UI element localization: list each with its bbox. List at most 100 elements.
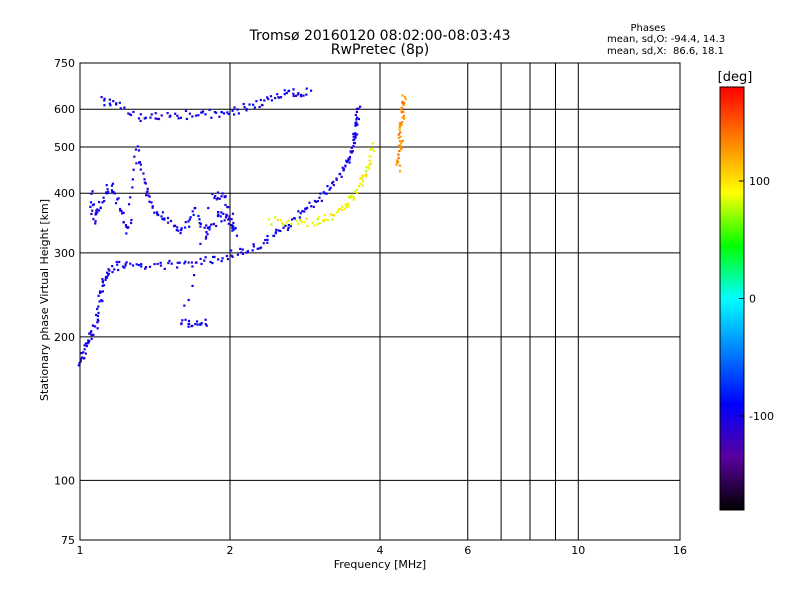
- y-tick-label: 200: [54, 331, 75, 344]
- data-point: [82, 351, 85, 354]
- data-point: [402, 110, 405, 113]
- data-point: [330, 213, 334, 217]
- data-point: [368, 155, 371, 158]
- data-point: [305, 93, 308, 96]
- data-point: [90, 334, 93, 337]
- data-point: [210, 116, 213, 119]
- data-point: [137, 161, 141, 164]
- data-point: [116, 263, 119, 266]
- data-point: [187, 325, 190, 328]
- data-point: [233, 106, 236, 109]
- y-tick-label: 500: [54, 141, 75, 154]
- data-point: [316, 200, 319, 203]
- data-point: [361, 174, 364, 177]
- data-point: [252, 243, 255, 246]
- data-point: [316, 223, 319, 226]
- data-point: [145, 191, 149, 194]
- data-point: [305, 217, 308, 220]
- data-point: [140, 265, 143, 268]
- data-point: [227, 222, 230, 225]
- data-point: [237, 112, 240, 115]
- data-point: [90, 330, 93, 333]
- data-point: [279, 229, 282, 233]
- data-point: [269, 95, 273, 98]
- data-point: [84, 352, 87, 355]
- data-point: [338, 172, 341, 176]
- data-point: [97, 209, 101, 212]
- data-point: [108, 102, 111, 105]
- data-point: [266, 235, 269, 238]
- data-point: [96, 211, 99, 214]
- data-point: [168, 259, 171, 263]
- data-point: [98, 200, 101, 204]
- data-point: [204, 113, 207, 116]
- data-point: [131, 186, 134, 189]
- data-point: [89, 331, 92, 334]
- data-point: [127, 112, 130, 115]
- data-point: [231, 212, 235, 215]
- data-point: [217, 258, 220, 261]
- data-point: [221, 192, 224, 195]
- data-point: [241, 252, 245, 256]
- data-point: [259, 246, 263, 249]
- data-point: [86, 342, 89, 345]
- data-point: [145, 194, 148, 197]
- data-point: [110, 189, 114, 192]
- data-point: [349, 194, 353, 197]
- data-point: [166, 111, 169, 115]
- y-tick-label: 400: [54, 187, 75, 200]
- data-point: [252, 103, 255, 106]
- data-point: [177, 229, 180, 232]
- data-point: [122, 211, 125, 214]
- data-point: [312, 205, 315, 208]
- data-point: [356, 123, 359, 126]
- data-point: [132, 168, 135, 171]
- data-point: [184, 318, 187, 321]
- data-point: [292, 94, 295, 98]
- data-point: [346, 202, 349, 205]
- data-point: [400, 106, 403, 110]
- data-point: [217, 211, 220, 214]
- data-point: [203, 226, 206, 229]
- data-point: [404, 97, 407, 101]
- data-point: [245, 109, 248, 112]
- data-point: [197, 214, 200, 218]
- data-point: [118, 101, 121, 104]
- data-point: [220, 259, 223, 263]
- data-point: [398, 164, 401, 167]
- data-point: [211, 261, 214, 265]
- data-point: [349, 150, 353, 153]
- data-point: [111, 265, 114, 268]
- data-point: [116, 198, 119, 201]
- data-point: [147, 194, 150, 197]
- data-point: [156, 262, 159, 266]
- data-point: [239, 247, 242, 251]
- data-point: [115, 260, 118, 264]
- data-point: [183, 262, 186, 265]
- data-point: [159, 261, 162, 264]
- data-point: [347, 205, 350, 208]
- data-point: [115, 102, 118, 105]
- data-point: [266, 241, 269, 244]
- data-point: [399, 122, 402, 125]
- data-point: [97, 305, 100, 308]
- data-point: [354, 134, 357, 137]
- colorbar-label: [deg]: [718, 70, 753, 85]
- data-point: [103, 97, 106, 100]
- data-point: [127, 203, 131, 206]
- y-tick-label: 750: [54, 57, 75, 70]
- data-point: [318, 196, 321, 199]
- data-point: [151, 206, 154, 209]
- data-point: [213, 196, 216, 200]
- data-point: [325, 192, 328, 195]
- data-point: [350, 146, 353, 149]
- data-point: [94, 212, 98, 215]
- data-point: [93, 325, 97, 328]
- y-tick-label: 300: [54, 247, 75, 260]
- data-point: [224, 216, 228, 219]
- data-point: [79, 358, 82, 361]
- data-point: [90, 337, 93, 341]
- data-point: [352, 135, 355, 138]
- data-point: [371, 142, 374, 145]
